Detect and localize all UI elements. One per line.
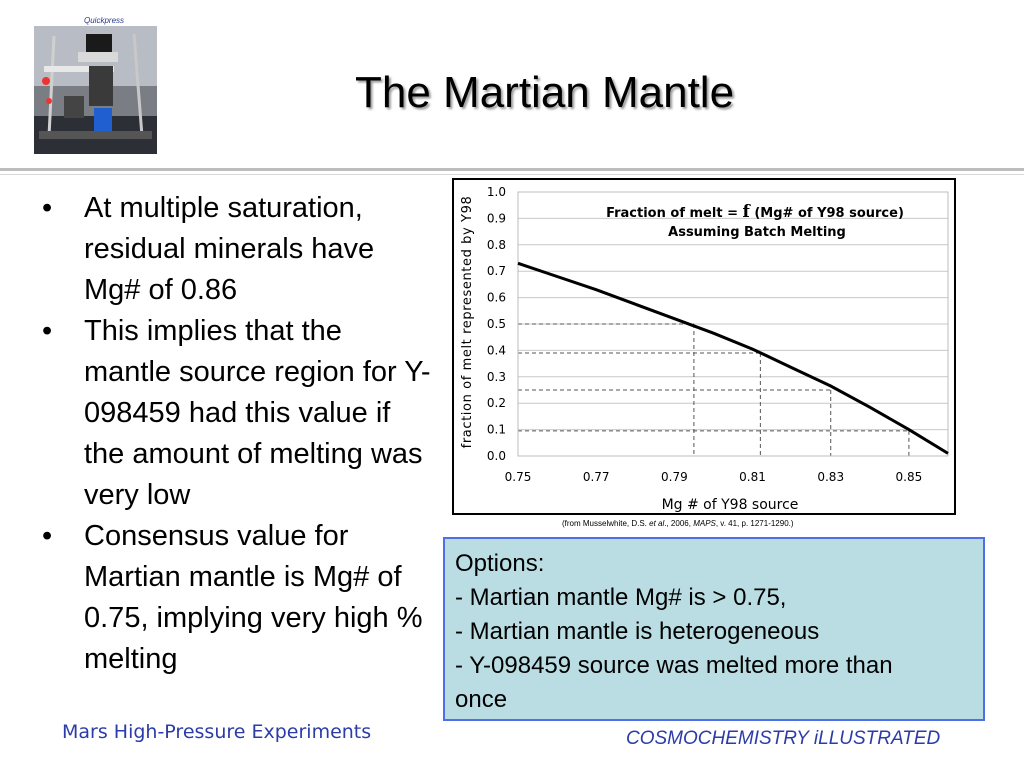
- citation-etal: et al: [649, 519, 665, 528]
- y-tick-label: 0.9: [487, 211, 506, 225]
- chart-title-suffix: (Mg# of Y98 source): [750, 206, 904, 221]
- options-box: Options: - Martian mantle Mg# is > 0.75,…: [443, 537, 985, 721]
- y-tick-label: 1.0: [487, 185, 506, 199]
- x-tick-label: 0.81: [739, 470, 766, 484]
- y-tick-label: 0.3: [487, 370, 506, 384]
- melt-curve: [517, 261, 949, 455]
- bullet-item: • This implies that the mantle source reg…: [40, 311, 435, 516]
- options-line: - Y-098459 source was melted more than: [455, 652, 893, 679]
- citation-suffix: , v. 41, p. 1271-1290.): [715, 519, 794, 528]
- footer-left-text: Mars High-Pressure Experiments: [62, 721, 372, 743]
- x-tick-label: 0.79: [661, 470, 688, 484]
- slide-title: The Martian Mantle: [355, 68, 735, 117]
- melt-fraction-chart: 0.0 0.1 0.2 0.3 0.4 0.5 0.6 0.7 0.8 0.9 1.0 0.75 0.…: [452, 178, 956, 515]
- x-axis-label: Mg # of Y98 source: [662, 497, 799, 513]
- options-line: Options:: [455, 550, 545, 577]
- chart-title-line1: Fraction of melt = f (Mg# of Y98 source): [606, 202, 904, 222]
- options-line: - Martian mantle is heterogeneous: [455, 618, 820, 645]
- y-tick-label: 0.5: [487, 317, 506, 331]
- quickpress-photo: [34, 26, 157, 154]
- chart-citation: (from Musselwhite, D.S. et al., 2006, MA…: [562, 519, 794, 528]
- y-tick-label: 0.8: [487, 238, 506, 252]
- bullet-dot: •: [42, 192, 53, 224]
- header-divider-thin: [0, 174, 1024, 175]
- chart-title-f: f: [743, 202, 752, 222]
- chart-title-line2: Assuming Batch Melting: [668, 225, 846, 240]
- plot-frame: [517, 191, 949, 457]
- bullet-text: Consensus value for Martian mantle is Mg…: [84, 520, 423, 675]
- bullet-dot: •: [42, 520, 53, 552]
- y-tick-label: 0.0: [487, 449, 506, 463]
- y-tick-label: 0.1: [487, 423, 506, 437]
- x-tick-label: 0.75: [505, 470, 532, 484]
- x-tick-label: 0.83: [817, 470, 844, 484]
- y-tick-label: 0.4: [487, 343, 506, 357]
- x-tick-label: 0.85: [896, 470, 923, 484]
- bullet-item: • At multiple saturation, residual minera…: [40, 188, 435, 311]
- bullet-list: • At multiple saturation, residual minera…: [40, 188, 435, 680]
- chart-title-prefix: Fraction of melt =: [606, 206, 742, 221]
- citation-prefix: (from Musselwhite, D.S.: [562, 519, 650, 528]
- y-tick-label: 0.7: [487, 264, 506, 278]
- bullet-dot: •: [42, 315, 53, 347]
- bullet-text: This implies that the mantle source regi…: [84, 315, 431, 511]
- y-axis-label: fraction of melt represented by Y98: [460, 196, 475, 449]
- photo-caption: Quickpress: [84, 16, 125, 25]
- options-line: once: [455, 686, 508, 713]
- y-tick-label: 0.6: [487, 291, 506, 305]
- y-tick-label: 0.2: [487, 396, 506, 410]
- chart-canvas: 0.0 0.1 0.2 0.3 0.4 0.5 0.6 0.7 0.8 0.9 1.0 0.75 0.…: [460, 185, 949, 513]
- bullet-text: At multiple saturation, residual mineral…: [84, 192, 375, 306]
- options-line: - Martian mantle Mg# is > 0.75,: [455, 584, 787, 611]
- x-tick-label: 0.77: [583, 470, 610, 484]
- citation-mid: ., 2006,: [664, 519, 694, 528]
- citation-journal: MAPS: [693, 519, 716, 528]
- bullet-item: • Consensus value for Martian mantle is M…: [40, 516, 435, 680]
- header-divider: [0, 168, 1024, 171]
- footer-right-text: COSMOCHEMISTRY iLLUSTRATED: [626, 728, 941, 749]
